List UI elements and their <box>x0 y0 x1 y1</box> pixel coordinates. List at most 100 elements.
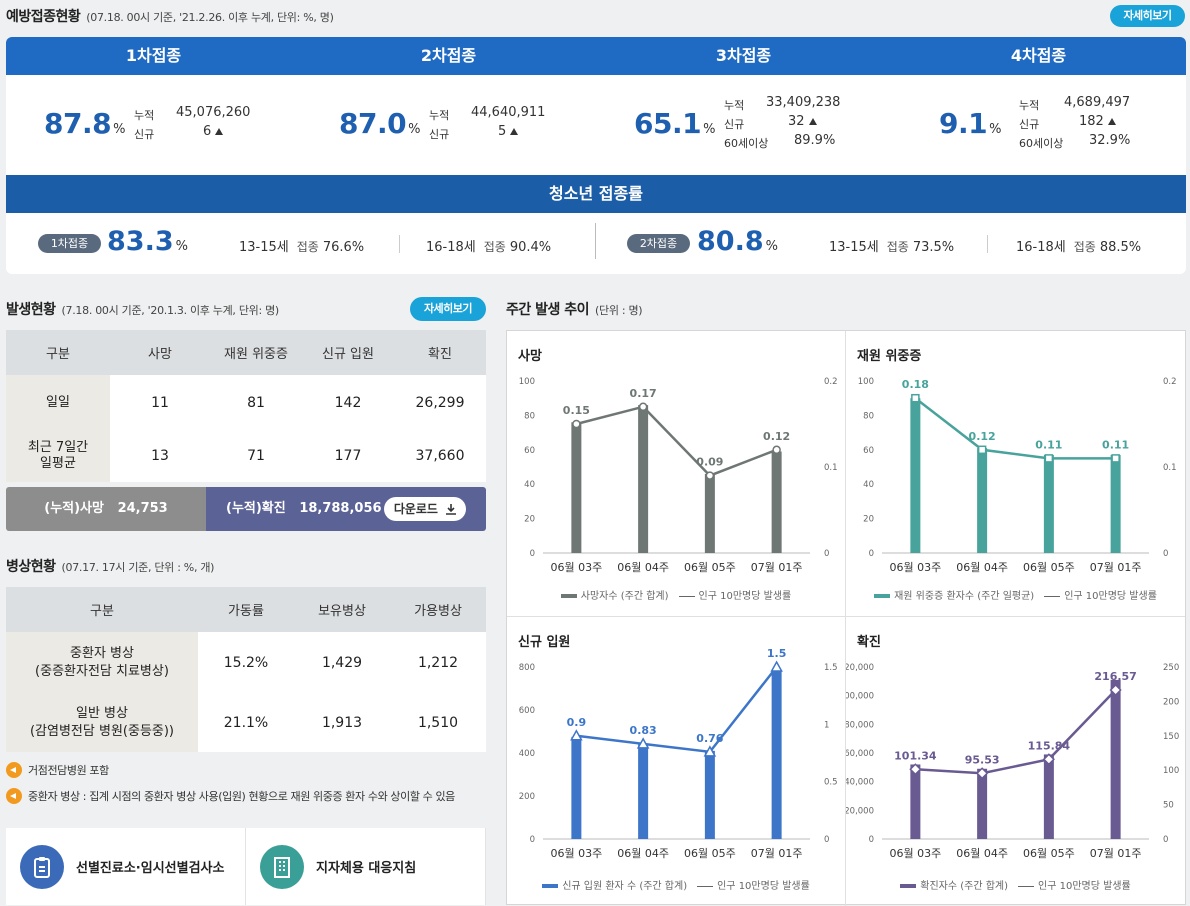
point-marker <box>705 471 715 480</box>
data-label: 0.12 <box>969 430 996 443</box>
download-button[interactable]: 다운로드 <box>384 497 466 521</box>
bar <box>638 743 649 839</box>
download-icon <box>446 504 457 515</box>
weekly-charts: 사망 0 20 40 60 80 100 0 0.1 0.2 06월 03주 06월 04주 06월 … <box>506 330 1186 906</box>
point-marker <box>572 419 581 429</box>
x-tick-label: 06월 05주 <box>1023 561 1075 574</box>
y-tick-label: 40,000 <box>846 778 874 788</box>
y-tick-label: 40 <box>863 480 874 490</box>
dose-4-panel: 9.1% 누적 4,689,497 신규 182 60세이상 32.9% <box>891 75 1186 175</box>
row-label: 일일 <box>6 375 110 430</box>
link-screening-clinic[interactable]: 선별진료소·임시선별검사소 <box>6 828 246 905</box>
point-marker <box>1109 683 1122 697</box>
y2-tick-label: 0.1 <box>1163 463 1177 473</box>
up-arrow-icon <box>215 128 224 135</box>
column-header: 신규 입원 <box>302 330 394 375</box>
column-header: 재원 위중증 <box>210 330 302 375</box>
bar <box>1043 754 1054 839</box>
y-tick-label: 600 <box>519 706 535 716</box>
beds-subtitle: (07.17. 17시 기준, 단위 : %, 개) <box>61 561 215 574</box>
y-tick-label: 60 <box>524 446 535 456</box>
y-tick-label: 60,000 <box>846 749 874 759</box>
outbreak-table: 구분 사망 재원 위중증 신규 입원 확진 일일 11 81 142 26,29… <box>6 330 486 482</box>
table-cell: 15.2% <box>223 655 269 671</box>
y-tick-label: 0 <box>530 549 535 559</box>
y-tick-label: 200 <box>519 792 535 802</box>
y2-tick-label: 1.5 <box>824 663 838 673</box>
point-marker <box>976 767 989 780</box>
data-label: 0.09 <box>696 456 723 469</box>
outbreak-subtitle: (7.18. 00시 기준, '20.1.3. 이후 누계, 단위: 명) <box>61 304 280 317</box>
dose-3-label: 3차접종 <box>715 46 772 65</box>
point-marker <box>772 445 781 455</box>
table-cell: 81 <box>247 394 265 411</box>
legend-bar-swatch <box>542 884 559 888</box>
y2-tick-label: 0.5 <box>824 778 838 788</box>
x-tick-label: 06월 04주 <box>956 561 1008 574</box>
point-marker <box>638 402 648 412</box>
bar <box>977 448 988 553</box>
legend-bar-swatch <box>560 594 577 598</box>
table-cell: 1,429 <box>321 655 363 671</box>
dose-3-panel: 65.1% 누적 33,409,238 신규 32 60세이상 89.9% <box>596 75 891 175</box>
table-row: 일반 병상 (감염병전담 병원(중등중)) 21.1% 1,913 1,510 <box>6 694 486 752</box>
teen-1-badge: 1차접종 <box>38 234 101 253</box>
x-tick-label: 06월 05주 <box>684 847 736 860</box>
chart-confirmed: 확진 0 20,000 40,000 60,000 80,000 100,000 120,0… <box>846 617 1185 906</box>
dose-1-stats: 누적 45,076,260 신규 6 <box>134 105 251 141</box>
data-label: 95.53 <box>965 753 1000 766</box>
table-cell: 11 <box>151 394 169 411</box>
link-local-guidelines[interactable]: 지자체용 대응지침 <box>246 828 486 905</box>
point-marker <box>911 393 920 403</box>
y2-tick-label: 50 <box>1163 801 1174 811</box>
y-tick-label: 100 <box>519 377 535 387</box>
y-tick-label: 100,000 <box>846 692 874 702</box>
chart-critical: 재원 위중증 0 20 40 60 80 100 0 0.1 0.2 06월 03주 06월 04주… <box>846 331 1185 617</box>
bar <box>571 422 582 553</box>
chart-legend: 신규 입원 환자 수 (주간 합계) 인구 10만명당 발생률 <box>507 877 845 892</box>
column-header: 가용병상 <box>390 587 486 632</box>
point-marker <box>636 737 650 749</box>
table-header-row: 구분 가동률 보유병상 가용병상 <box>6 587 486 632</box>
speaker-icon <box>6 788 22 804</box>
link-label: 선별진료소·임시선별검사소 <box>76 861 225 876</box>
legend-line-label: 인구 10만명당 발생률 <box>1064 591 1157 602</box>
vaccine-title: 예방접종현황 <box>6 9 81 25</box>
y2-tick-label: 200 <box>1163 697 1179 707</box>
table-row: 일일 11 81 142 26,299 <box>6 375 486 430</box>
legend-bar-label: 확진자수 (주간 합계) <box>920 881 1009 892</box>
chart-svg: 0 200 400 600 800 0 0.5 1 1.5 06월 03주 06월 04주 06월 0… <box>519 647 838 860</box>
bar <box>771 451 782 553</box>
legend-bar-swatch <box>874 594 891 598</box>
teen-2-badge: 2차접종 <box>627 234 690 253</box>
table-row: 최근 7일간 일평균 13 71 177 37,660 <box>6 430 486 482</box>
y2-tick-label: 1 <box>824 720 829 730</box>
teen-1-age-b: 16-18세 접종 90.4% <box>426 240 552 255</box>
cumulative-confirmed: (누적)확진 18,788,056 다운로드 <box>206 487 486 531</box>
y-tick-label: 20 <box>863 515 874 525</box>
dose-2-label: 2차접종 <box>420 46 477 65</box>
chart-admissions: 신규 입원 0 200 400 600 800 0 0.5 1 1.5 06월 03주 06월 04… <box>507 617 846 906</box>
rate-line <box>576 666 778 754</box>
table-cell: 71 <box>247 448 265 464</box>
column-header: 가동률 <box>198 587 294 632</box>
data-label: 0.9 <box>567 716 587 729</box>
building-icon <box>260 844 304 889</box>
legend-bar-label: 신규 입원 환자 수 (주간 합계) <box>562 881 688 892</box>
point-marker <box>1042 753 1055 766</box>
table-cell: 13 <box>151 448 169 464</box>
y-tick-label: 0 <box>869 549 874 559</box>
row-label: 최근 7일간 일평균 <box>6 430 110 482</box>
weekly-header: 주간 발생 추이 (단위 : 명) <box>506 299 643 319</box>
vaccine-detail-button[interactable]: 자세히보기 <box>1110 5 1185 27</box>
legend-line-swatch <box>697 885 714 887</box>
y-tick-label: 100 <box>858 377 874 387</box>
y-tick-label: 80 <box>524 411 535 421</box>
bar <box>910 764 921 839</box>
data-label: 216.57 <box>1094 670 1136 683</box>
table-cell: 177 <box>334 448 362 464</box>
chart-svg: 0 20,000 40,000 60,000 80,000 100,000 120,000 0… <box>846 663 1179 860</box>
x-tick-label: 06월 03주 <box>890 561 942 574</box>
divider <box>595 223 596 259</box>
outbreak-detail-button[interactable]: 자세히보기 <box>410 297 486 321</box>
